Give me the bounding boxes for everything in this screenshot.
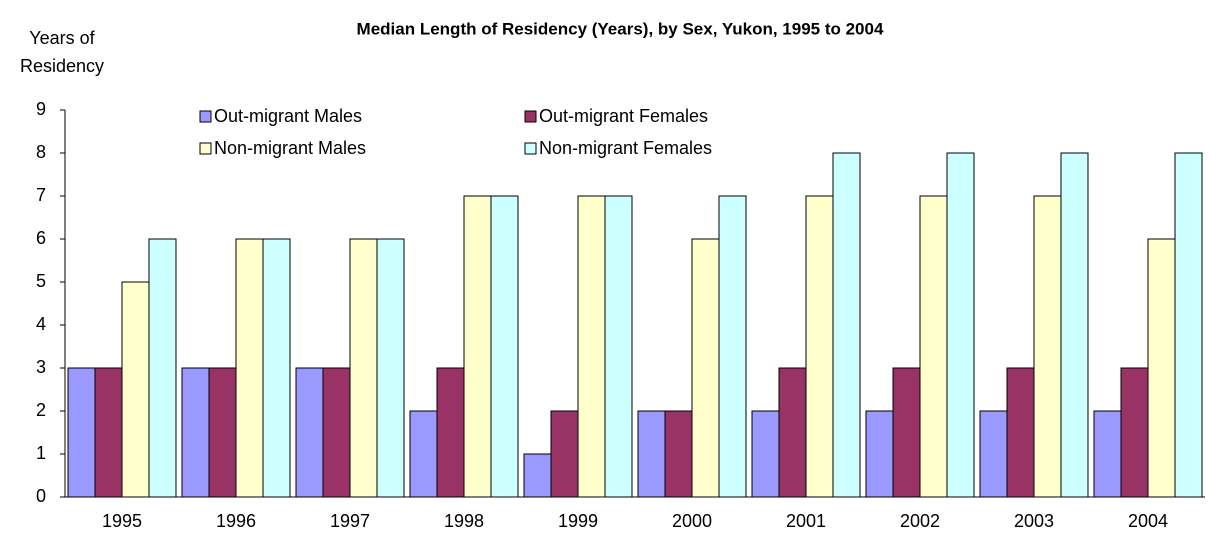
x-tick-label: 2003 [1014,511,1054,531]
y-tick-label: 6 [36,228,46,248]
x-tick-label: 2001 [786,511,826,531]
x-tick-label: 2002 [900,511,940,531]
bar [751,410,780,498]
x-tick-label: 1996 [216,511,256,531]
bar [322,367,351,498]
bar [604,195,633,498]
y-tick-label: 4 [36,314,46,334]
bar [1060,152,1089,498]
legend-swatch [524,110,537,123]
bar [832,152,861,498]
bar [148,238,177,498]
bar [181,367,210,498]
bar [376,238,405,498]
x-tick-label: 2004 [1128,511,1168,531]
bar [550,410,579,498]
x-tick-label: 1995 [102,511,142,531]
bar [262,238,291,498]
bar [1174,152,1203,498]
y-axis-label: Years of Residency [19,28,105,76]
bar [919,195,948,498]
bar [637,410,666,498]
bar [208,367,237,498]
bar [1120,367,1149,498]
bar [1006,367,1035,498]
x-tick-label: 1999 [558,511,598,531]
bar [295,367,324,498]
y-tick-label: 0 [36,486,46,506]
bar [1033,195,1062,498]
bar [1147,238,1176,498]
y-tick-label: 8 [36,142,46,162]
y-tick-label: 3 [36,357,46,377]
bar [577,195,606,498]
bar [892,367,921,498]
bar [979,410,1008,498]
x-tick-label: 2000 [672,511,712,531]
legend-swatch [524,142,537,155]
y-tick-label: 1 [36,443,46,463]
bar [94,367,123,498]
bar [67,367,96,498]
x-tick-label: 1997 [330,511,370,531]
y-tick-label: 2 [36,400,46,420]
bar [805,195,834,498]
y-tick-label: 7 [36,185,46,205]
bar [490,195,519,498]
bar [235,238,264,498]
bar [436,367,465,498]
bar [691,238,720,498]
bar [409,410,438,498]
bar [778,367,807,498]
legend-swatch [199,110,212,123]
y-tick-label: 9 [36,99,46,119]
bar [946,152,975,498]
bar [349,238,378,498]
y-tick-label: 5 [36,271,46,291]
legend-label: Non-migrant Males [214,138,366,158]
legend-label: Out-migrant Females [539,106,708,126]
chart-title: Median Length of Residency (Years), by S… [357,19,884,38]
bar [1093,410,1122,498]
x-tick-label: 1998 [444,511,484,531]
bar [865,410,894,498]
bar [718,195,747,498]
bar [121,281,150,498]
legend-swatch [199,142,212,155]
legend-label: Non-migrant Females [539,138,712,158]
bar [664,410,693,498]
legend-label: Out-migrant Males [214,106,362,126]
bar [463,195,492,498]
bar [523,453,552,498]
